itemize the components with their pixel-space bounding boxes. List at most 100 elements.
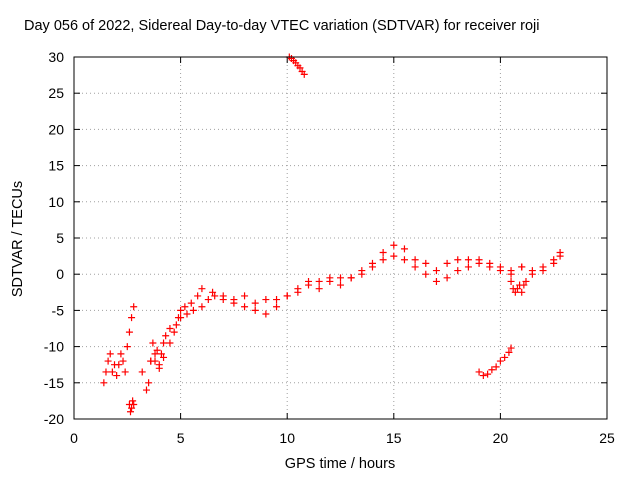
data-point (166, 325, 174, 332)
data-point (454, 256, 462, 264)
data-point (522, 277, 530, 285)
data-point (187, 299, 195, 307)
data-point (121, 368, 129, 376)
data-point (181, 303, 189, 311)
y-tick-label: -20 (44, 411, 64, 427)
data-point (505, 348, 513, 356)
x-tick-label: 20 (493, 430, 509, 446)
x-tick-label: 10 (279, 430, 295, 446)
data-point (128, 314, 136, 322)
data-point (183, 310, 191, 318)
data-series (125, 397, 138, 416)
y-tick-label: 5 (56, 230, 64, 246)
data-point (230, 299, 238, 307)
x-tick-label: 15 (386, 430, 402, 446)
data-point (102, 368, 110, 376)
data-point (130, 401, 138, 409)
data-point (496, 267, 504, 275)
data-point (142, 386, 150, 394)
data-point (123, 343, 131, 351)
data-point (147, 357, 155, 365)
data-point (194, 292, 202, 300)
data-point (198, 303, 206, 311)
data-point (157, 350, 165, 358)
data-point (520, 281, 528, 289)
data-point (432, 267, 440, 275)
data-point (117, 350, 125, 358)
data-series (475, 344, 515, 380)
data-point (518, 288, 526, 296)
data-point (518, 263, 526, 271)
x-axis-label: GPS time / hours (284, 456, 396, 472)
data-point (211, 292, 219, 300)
y-tick-label: 30 (48, 49, 64, 65)
data-point (464, 256, 472, 264)
data-point (283, 292, 291, 300)
data-point (149, 339, 157, 347)
chart-title: Day 056 of 2022, Sidereal Day-to-day VTE… (24, 18, 540, 34)
data-point (507, 270, 515, 278)
data-point (129, 397, 137, 405)
y-tick-label: -15 (44, 375, 64, 391)
data-point (155, 361, 163, 369)
data-point (443, 274, 451, 282)
x-tick-label: 25 (599, 430, 615, 446)
data-point (296, 64, 304, 72)
y-tick-label: -5 (52, 302, 65, 318)
data-point (219, 296, 227, 304)
data-point (189, 306, 197, 314)
data-point (337, 281, 344, 289)
data-point (153, 346, 161, 354)
data-point (119, 357, 127, 365)
data-point (464, 263, 472, 271)
data-point (126, 408, 134, 416)
data-point (108, 368, 116, 376)
data-point (170, 328, 178, 336)
data-point (422, 259, 430, 267)
y-tick-label: 0 (56, 266, 64, 282)
data-point (368, 263, 376, 271)
y-tick-label: 20 (48, 121, 64, 137)
data-point (294, 288, 302, 296)
data-point (400, 256, 408, 264)
data-point (422, 270, 430, 278)
data-point (443, 259, 451, 267)
data-point (479, 372, 487, 380)
x-tick-label: 0 (70, 430, 78, 446)
data-point (454, 267, 462, 275)
data-point (484, 370, 492, 378)
data-point (492, 363, 500, 371)
data-point (550, 259, 558, 267)
data-point (539, 267, 547, 275)
data-point (432, 277, 440, 285)
data-point (262, 310, 270, 318)
data-point (556, 252, 564, 260)
data-point (528, 270, 536, 278)
data-point (411, 263, 419, 271)
data-point (160, 353, 168, 361)
data-point (177, 314, 185, 322)
data-point (166, 339, 174, 347)
data-point (273, 296, 281, 304)
data-point (262, 296, 270, 304)
data-point (411, 256, 419, 264)
data-point (145, 379, 153, 387)
axis-ticks: 0 5 10 15 20 25 -20 -15 -10 -5 0 5 10 15 20 25 30 (44, 49, 615, 446)
data-point (496, 357, 504, 365)
data-point (486, 263, 494, 271)
data-point (315, 277, 323, 285)
data-series (138, 241, 564, 394)
data-point (241, 303, 249, 311)
data-point (151, 350, 159, 358)
data-point (115, 361, 123, 369)
data-point (128, 404, 136, 412)
y-tick-label: 10 (48, 194, 64, 210)
y-tick-label: 15 (48, 158, 64, 174)
data-point (390, 241, 398, 249)
y-tick-label: 25 (48, 85, 64, 101)
data-point (209, 288, 217, 296)
data-point (379, 248, 387, 256)
data-point (125, 328, 133, 336)
y-tick-label: -10 (44, 339, 64, 355)
data-point (241, 292, 249, 300)
